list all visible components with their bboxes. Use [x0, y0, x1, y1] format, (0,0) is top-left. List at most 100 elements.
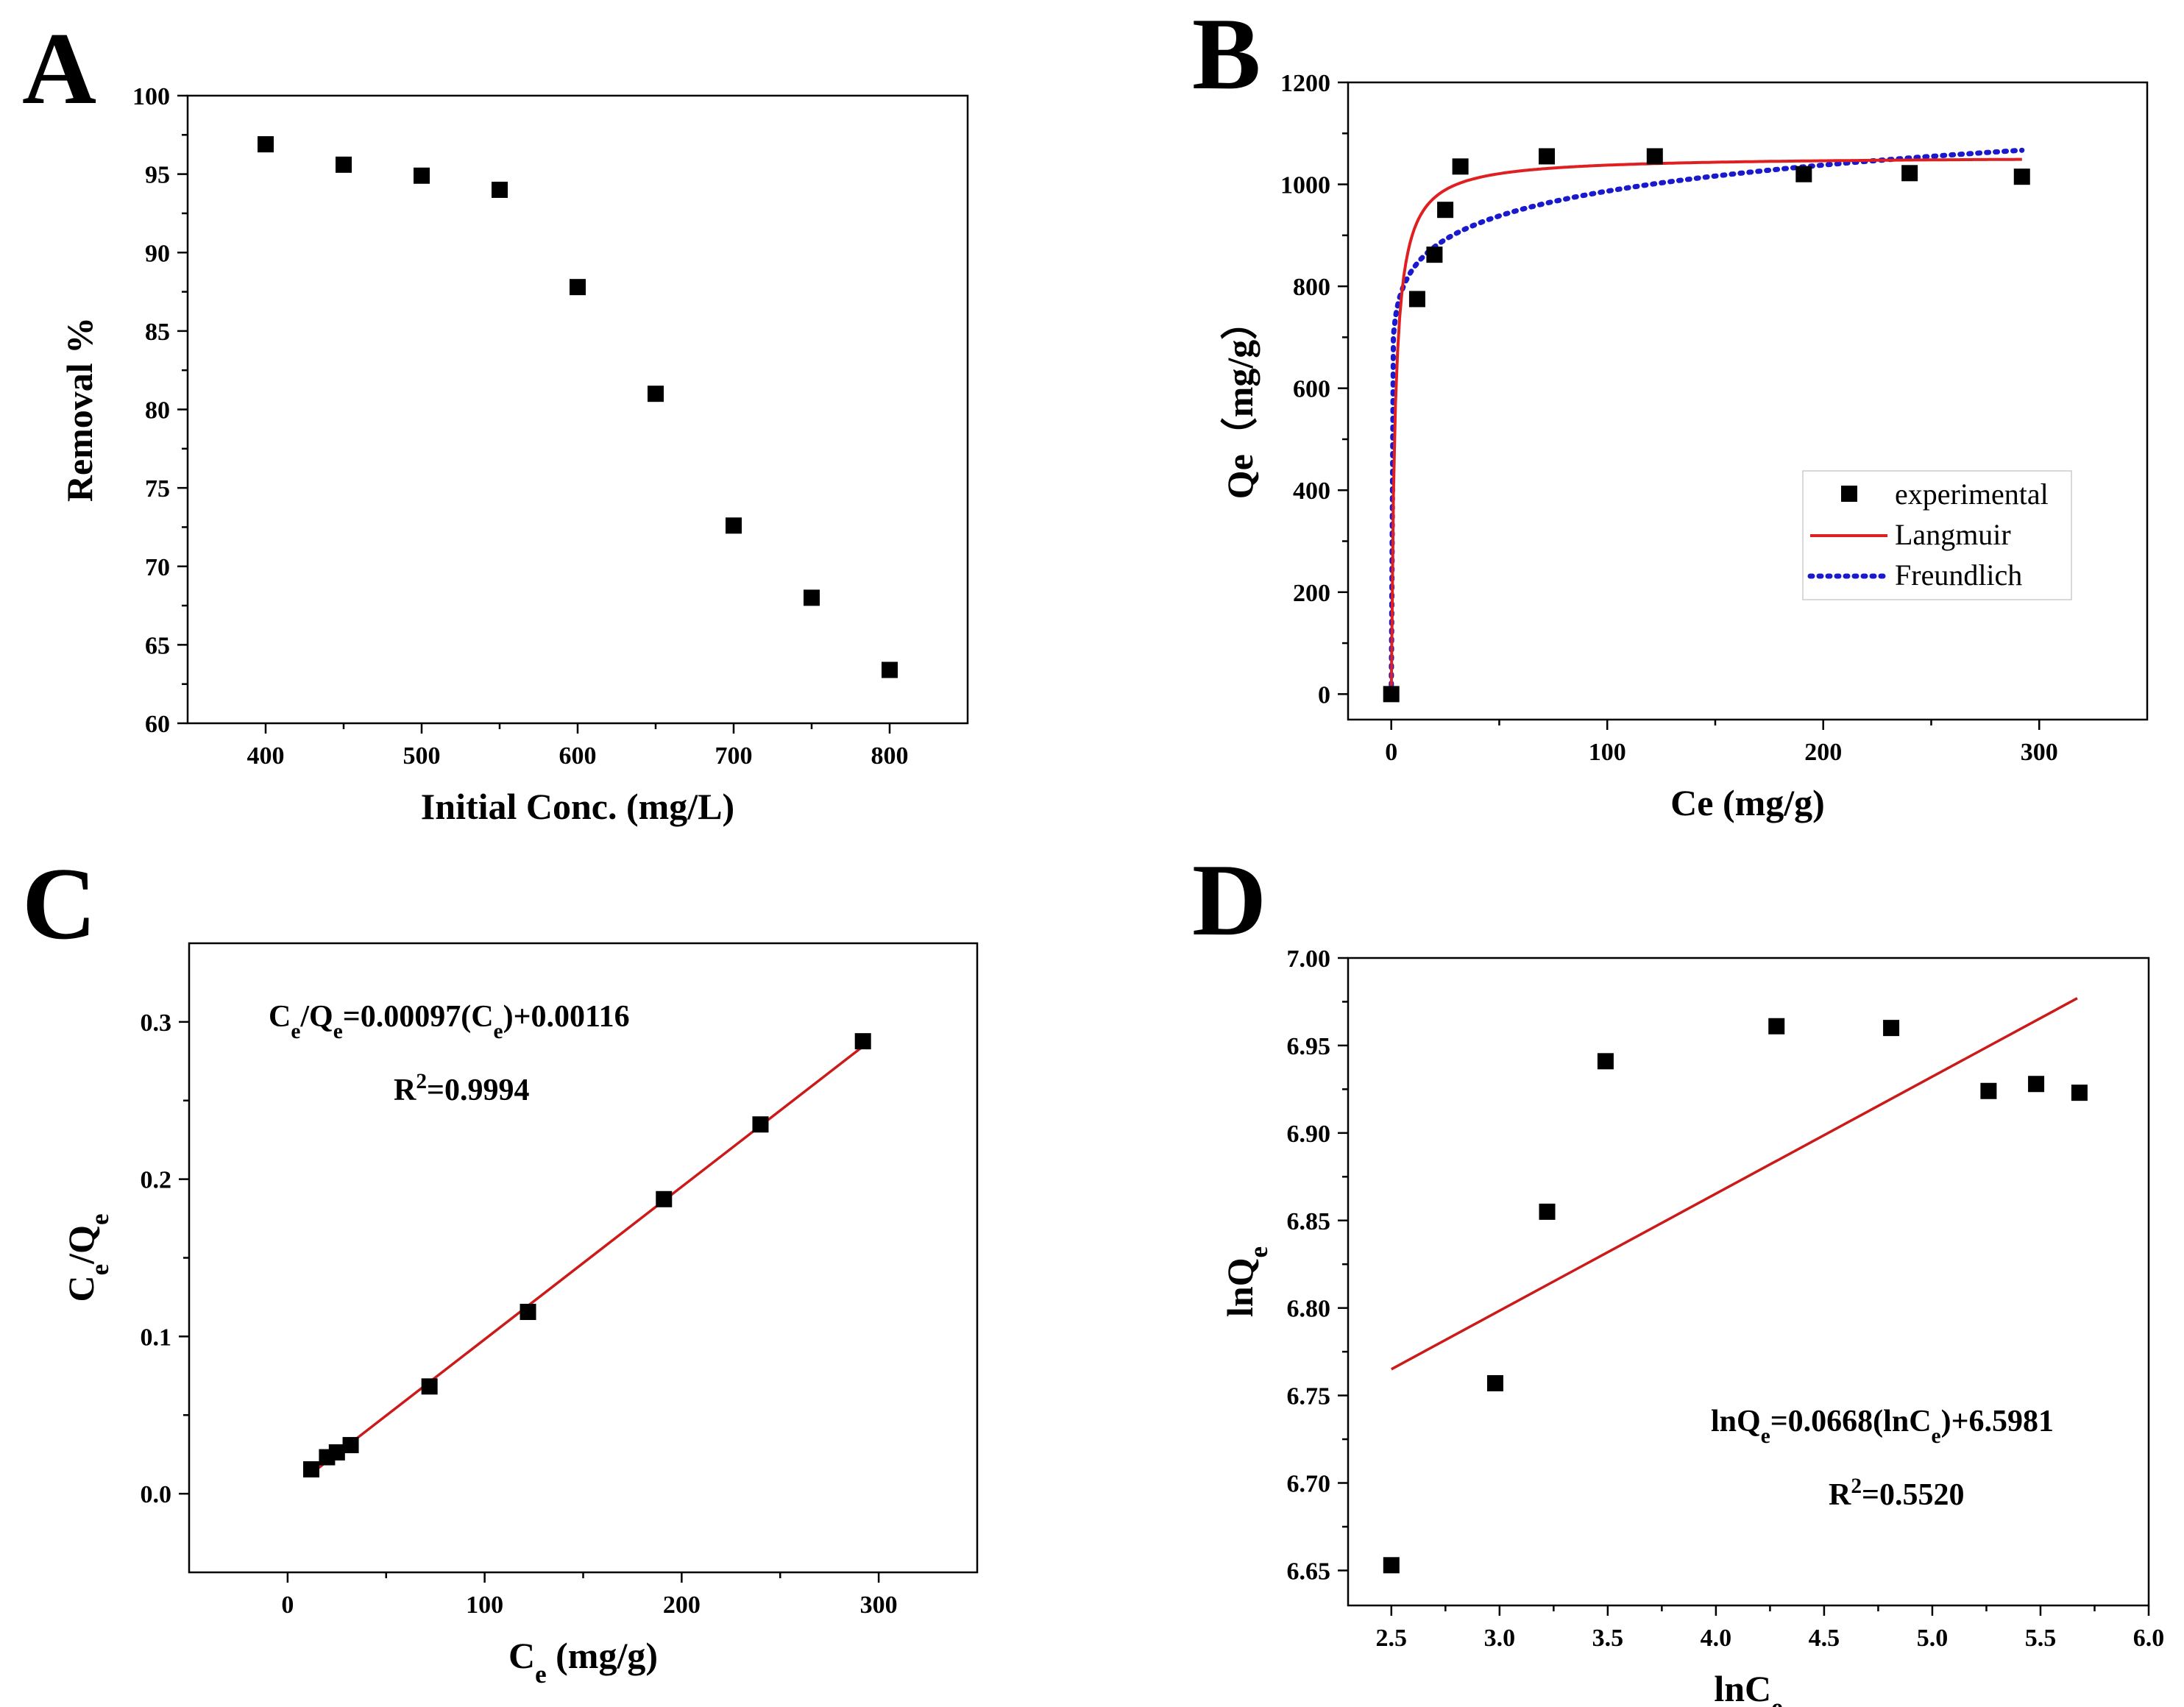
x-tick-label: 2.5: [1376, 1625, 1408, 1652]
data-point: [1426, 246, 1443, 263]
y-tick-label: 85: [145, 319, 170, 346]
y-tick-label: 7.00: [1287, 945, 1331, 973]
data-point: [656, 1190, 673, 1207]
x-tick-label: 3.5: [1592, 1625, 1624, 1652]
y-tick-label: 6.75: [1287, 1383, 1331, 1410]
panel-letter: D: [1192, 843, 1266, 957]
data-point: [1768, 1018, 1785, 1035]
equation-label: lnQe=0.0668(lnCe)+6.5981: [1711, 1405, 2054, 1448]
x-tick-label: 3.0: [1484, 1625, 1516, 1652]
y-tick-label: 0.2: [141, 1167, 172, 1194]
x-tick-label: 0: [1385, 739, 1397, 766]
y-tick-label: 1000: [1280, 172, 1330, 199]
r-squared-label: R2=0.5520: [1829, 1474, 1964, 1512]
y-tick-label: 0.1: [141, 1324, 172, 1351]
y-axis-title: lnQe: [1219, 1246, 1273, 1317]
data-point: [648, 386, 664, 402]
y-tick-label: 100: [132, 83, 170, 110]
data-point: [1408, 291, 1425, 308]
data-point: [1383, 686, 1400, 703]
y-tick-label: 1200: [1280, 70, 1330, 97]
data-point: [258, 136, 274, 153]
y-tick-label: 75: [145, 475, 170, 503]
data-point: [1452, 158, 1469, 175]
x-tick-label: 800: [871, 742, 909, 770]
x-tick-label: 500: [403, 742, 441, 770]
panel-b: B 0 100 200 300 0 200 400 600 800 1000 1200 Ce (mg/g…: [1192, 0, 2149, 823]
panel-a: A 400 500 600 700 800 60 65 70 75 80 85 90 95 100 Initi…: [22, 12, 969, 827]
y-tick-label: 0.3: [141, 1009, 172, 1037]
x-tick-label: 400: [247, 742, 285, 770]
y-tick-label: 800: [1293, 274, 1330, 301]
y-tick-label: 400: [1293, 478, 1330, 505]
data-point: [1486, 1374, 1503, 1391]
data-point: [2071, 1085, 2088, 1101]
y-tick-label: 200: [1293, 580, 1330, 607]
y-axis-title: Removal %: [59, 317, 100, 502]
panel-d: D 2.5 3.0 3.5 4.0 4.5 5.0 5.5 6.0 6.65 6.70 6.75 6.8…: [1192, 843, 2164, 1707]
x-tick-label: 6.0: [2133, 1625, 2165, 1652]
data-point: [1795, 166, 1812, 182]
y-axis-title: Ce/Qe: [60, 1214, 114, 1302]
y-tick-label: 60: [145, 711, 170, 738]
x-axis-title: Ce (mg/g): [508, 1635, 658, 1689]
x-axis-title: Ce (mg/g): [1670, 782, 1825, 823]
panel-letter: A: [22, 12, 96, 126]
x-tick-label: 600: [559, 742, 597, 770]
x-tick-label: 200: [1804, 739, 1842, 766]
y-tick-label: 600: [1293, 376, 1330, 403]
data-point: [2013, 168, 2030, 185]
data-point: [854, 1033, 871, 1050]
panel-c: C 0 100 200 300 0.0 0.1 0.2 0.3 Ce (mg/g) Ce/Qe Ce/…: [22, 847, 979, 1689]
data-point: [1437, 202, 1454, 219]
y-tick-label: 65: [145, 632, 170, 659]
panel-letter: B: [1192, 0, 1261, 111]
x-tick-label: 5.5: [2025, 1625, 2057, 1652]
langmuir-curve: [1389, 157, 2022, 695]
data-point: [1901, 165, 1918, 182]
x-tick-label: 4.0: [1701, 1625, 1732, 1652]
data-point: [414, 167, 430, 184]
x-tick-label: 0: [281, 1591, 294, 1619]
y-tick-label: 6.90: [1287, 1121, 1331, 1148]
x-tick-label: 5.0: [1917, 1625, 1949, 1652]
data-point: [1980, 1082, 1997, 1099]
x-tick-label: 100: [466, 1591, 503, 1619]
data-point: [492, 181, 508, 198]
x-tick-label: 4.5: [1809, 1625, 1840, 1652]
data-point: [421, 1378, 438, 1395]
plot-frame: [1347, 81, 2149, 721]
data-point: [752, 1116, 769, 1133]
y-tick-label: 80: [145, 397, 170, 425]
y-tick-label: 0: [1318, 681, 1330, 709]
data-point: [1883, 1020, 1900, 1037]
y-tick-label: 6.80: [1287, 1296, 1331, 1323]
y-tick-label: 70: [145, 554, 170, 581]
data-point: [2028, 1076, 2045, 1093]
legend-marker-experimental: [1841, 486, 1857, 502]
data-point: [342, 1437, 359, 1454]
x-tick-label: 700: [715, 742, 753, 770]
x-axis-title: Initial Conc. (mg/L): [421, 786, 734, 827]
y-tick-label: 6.95: [1287, 1033, 1331, 1060]
y-tick-label: 90: [145, 240, 170, 267]
y-tick-label: 95: [145, 162, 170, 189]
freundlich-curve: [1389, 147, 2025, 697]
data-point: [336, 156, 352, 173]
fit-line: [1390, 997, 2078, 1371]
y-tick-label: 6.65: [1287, 1558, 1331, 1585]
data-point: [303, 1461, 320, 1477]
x-tick-label: 100: [1589, 739, 1626, 766]
legend-label: experimental: [1895, 478, 2049, 511]
x-tick-label: 300: [860, 1591, 898, 1619]
data-point: [804, 589, 820, 606]
legend-label: Freundlich: [1895, 558, 2022, 592]
data-point: [520, 1304, 536, 1321]
equation-label: Ce/Qe=0.00097(Ce)+0.00116: [269, 1000, 630, 1043]
panel-letter: C: [22, 847, 96, 961]
fit-line: [310, 1045, 864, 1475]
data-point: [1597, 1053, 1614, 1070]
r-squared-label: R2=0.9994: [394, 1070, 529, 1107]
data-point: [882, 661, 898, 678]
